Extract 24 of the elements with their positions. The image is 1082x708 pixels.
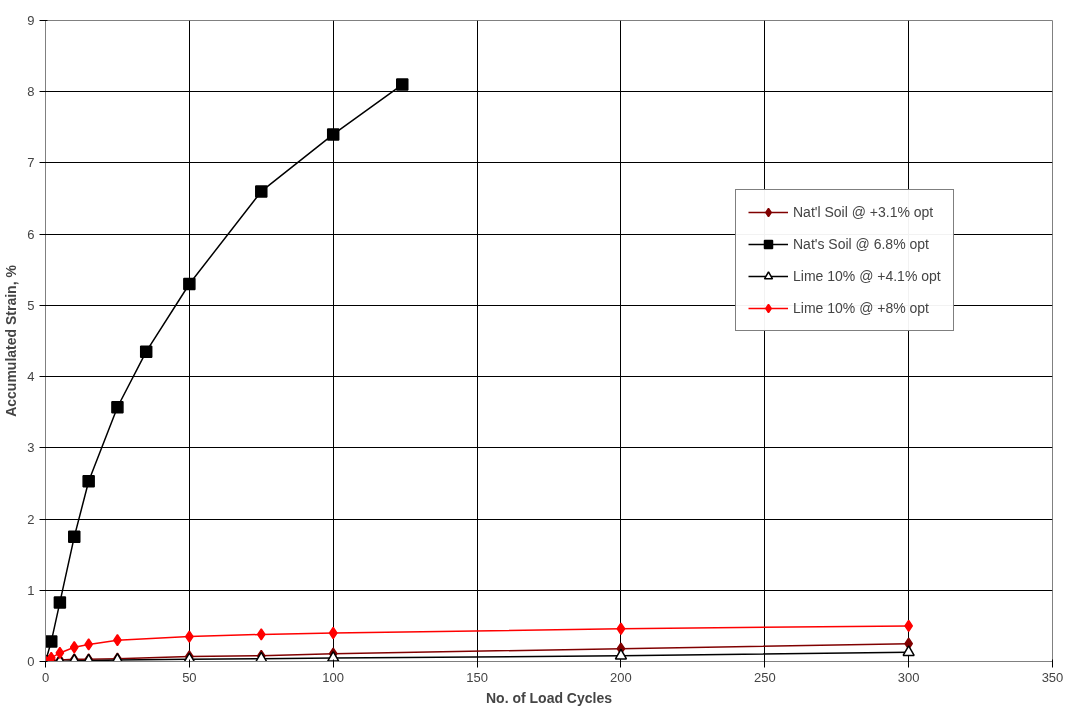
legend-label: Nat'l Soil @ +3.1% opt bbox=[793, 204, 934, 220]
legend-label: Nat's Soil @ 6.8% opt bbox=[793, 236, 929, 252]
legend-label: Lime 10% @ +8% opt bbox=[793, 300, 930, 316]
y-tick-label: 1 bbox=[27, 582, 35, 598]
x-tick-label: 50 bbox=[182, 669, 197, 685]
x-tick-label: 200 bbox=[610, 669, 632, 685]
y-tick-label: 7 bbox=[27, 155, 35, 171]
x-tick-label: 100 bbox=[322, 669, 345, 685]
x-tick-label: 0 bbox=[41, 669, 50, 685]
y-tick-label: 4 bbox=[27, 369, 35, 385]
x-axis-title: No. of Load Cycles bbox=[485, 689, 613, 706]
x-tick-label: 250 bbox=[753, 669, 776, 685]
y-tick-label: 3 bbox=[27, 440, 35, 456]
legend-label: Lime 10% @ +4.1% opt bbox=[793, 268, 941, 284]
y-tick-label: 9 bbox=[27, 13, 35, 28]
y-tick-label: 0 bbox=[27, 654, 35, 669]
y-tick-label: 5 bbox=[27, 297, 35, 313]
y-tick-label: 6 bbox=[27, 226, 35, 242]
x-tick-label: 300 bbox=[897, 669, 920, 685]
y-tick-label: 8 bbox=[27, 84, 35, 100]
x-tick-label: 150 bbox=[466, 669, 488, 685]
x-tick-label: 350 bbox=[1041, 669, 1064, 685]
y-tick-label: 2 bbox=[27, 511, 35, 527]
y-axis-title: Accumulated Strain, % bbox=[3, 264, 20, 417]
